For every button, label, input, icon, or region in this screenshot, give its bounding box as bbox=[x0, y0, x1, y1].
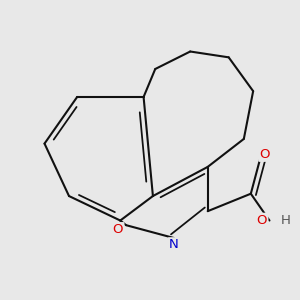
Text: H: H bbox=[281, 214, 291, 227]
Text: O: O bbox=[256, 214, 267, 227]
Text: N: N bbox=[169, 238, 179, 251]
Text: O: O bbox=[113, 223, 123, 236]
Text: O: O bbox=[260, 148, 270, 160]
